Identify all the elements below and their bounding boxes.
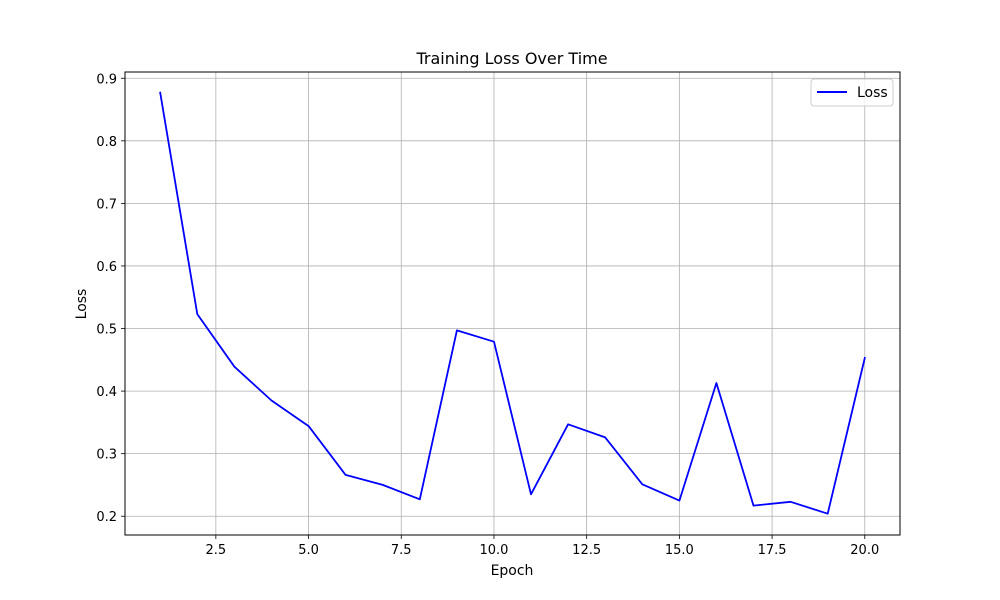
- y-axis-ticks: 0.2 0.3 0.4 0.5 0.6 0.7 0.8 0.9: [96, 72, 125, 525]
- y-tick-label: 0.7: [96, 197, 117, 212]
- x-axis-label: Epoch: [491, 563, 534, 579]
- y-tick-label: 0.2: [96, 510, 117, 525]
- y-tick-label: 0.3: [96, 448, 117, 463]
- legend-label-loss: Loss: [857, 85, 888, 101]
- x-axis-ticks: 2.5 5.0 7.5 10.0 12.5 15.0 17.5 20.0: [206, 535, 879, 558]
- x-tick-label: 10.0: [479, 543, 508, 558]
- x-tick-label: 5.0: [298, 543, 319, 558]
- grid-lines: [125, 72, 900, 535]
- legend-box: [810, 78, 894, 107]
- x-tick-label: 7.5: [391, 543, 412, 558]
- chart-title: Training Loss Over Time: [415, 49, 607, 68]
- x-tick-label: 2.5: [206, 543, 227, 558]
- series-line-loss: [159, 91, 866, 515]
- y-axis-label: Loss: [74, 289, 90, 320]
- y-tick-label: 0.8: [96, 135, 117, 150]
- plot-frame: [124, 71, 901, 536]
- series-layer: [159, 91, 866, 515]
- y-tick-label: 0.9: [96, 72, 117, 87]
- legend: Loss: [810, 78, 894, 107]
- x-tick-label: 12.5: [572, 543, 601, 558]
- x-tick-label: 15.0: [665, 543, 694, 558]
- y-tick-label: 0.5: [96, 323, 117, 338]
- y-tick-label: 0.6: [96, 260, 117, 275]
- x-tick-label: 17.5: [758, 543, 787, 558]
- y-tick-label: 0.4: [96, 385, 117, 400]
- x-tick-label: 20.0: [850, 543, 879, 558]
